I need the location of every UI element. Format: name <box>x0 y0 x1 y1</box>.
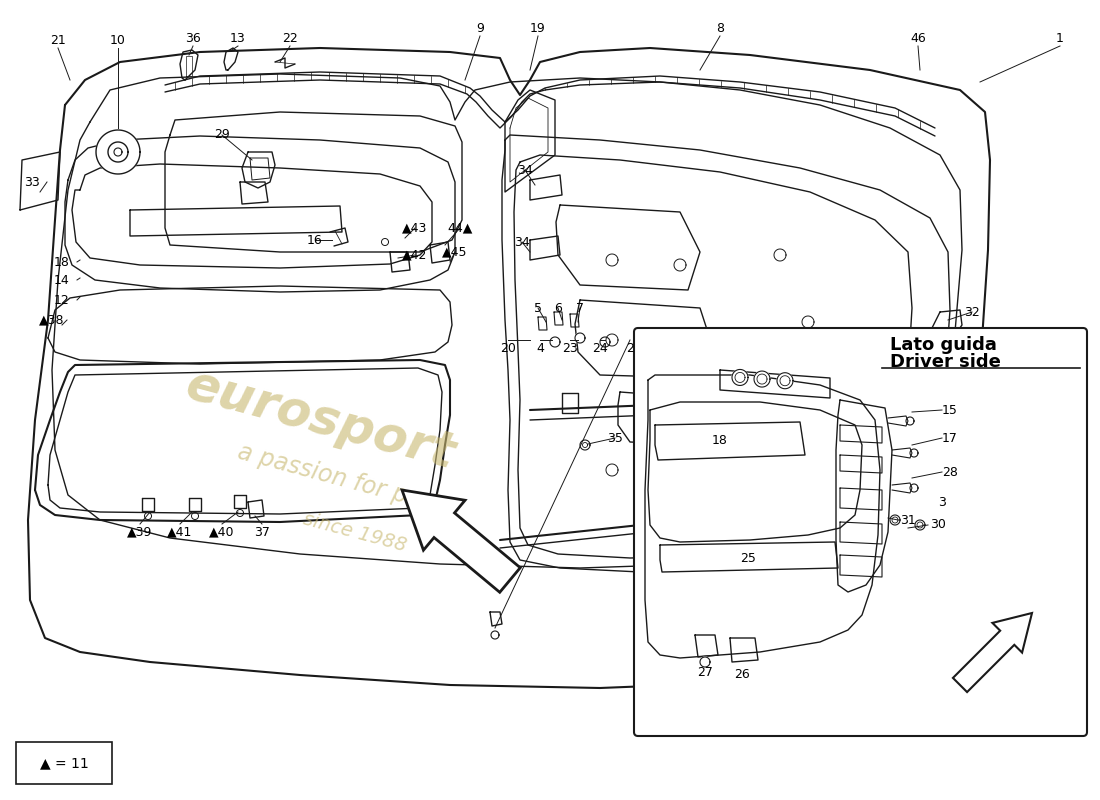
Text: 18: 18 <box>712 434 728 446</box>
Polygon shape <box>674 259 686 271</box>
Polygon shape <box>857 453 867 463</box>
Text: 7: 7 <box>576 302 584 314</box>
Text: 26: 26 <box>734 669 750 682</box>
Text: 28: 28 <box>942 466 958 478</box>
Text: Driver side: Driver side <box>890 353 1001 371</box>
Polygon shape <box>732 370 748 386</box>
FancyBboxPatch shape <box>16 742 112 784</box>
Text: 9: 9 <box>476 22 484 34</box>
Text: 37: 37 <box>254 526 270 538</box>
Polygon shape <box>822 502 834 514</box>
Text: 13: 13 <box>230 31 246 45</box>
Polygon shape <box>774 249 786 261</box>
Text: 15: 15 <box>942 403 958 417</box>
Text: 16: 16 <box>307 234 323 246</box>
Text: 33: 33 <box>24 175 40 189</box>
Text: 5: 5 <box>534 302 542 314</box>
Text: 21: 21 <box>51 34 66 46</box>
Polygon shape <box>550 337 560 347</box>
Text: 2: 2 <box>626 342 634 354</box>
Text: eurosport: eurosport <box>180 361 460 479</box>
Text: ▲38: ▲38 <box>40 314 65 326</box>
Text: 14: 14 <box>54 274 70 286</box>
Text: 23: 23 <box>562 342 578 354</box>
Text: ▲40: ▲40 <box>209 526 234 538</box>
Text: 6: 6 <box>554 302 562 314</box>
Text: 17: 17 <box>942 431 958 445</box>
Text: 30: 30 <box>931 518 946 531</box>
Text: ▲ = 11: ▲ = 11 <box>40 756 88 770</box>
Polygon shape <box>606 334 618 346</box>
FancyBboxPatch shape <box>634 328 1087 736</box>
Text: 12: 12 <box>54 294 70 306</box>
Text: Lato guida: Lato guida <box>890 336 997 354</box>
Text: 34: 34 <box>514 235 530 249</box>
Text: ▲45: ▲45 <box>442 246 468 258</box>
Text: 29: 29 <box>214 129 230 142</box>
Text: ▲39: ▲39 <box>128 526 153 538</box>
Text: 32: 32 <box>964 306 980 318</box>
Text: 25: 25 <box>740 551 756 565</box>
Text: 35: 35 <box>607 431 623 445</box>
Text: 4: 4 <box>536 342 543 354</box>
Text: 20: 20 <box>500 342 516 354</box>
Polygon shape <box>915 520 925 530</box>
Text: 19: 19 <box>530 22 546 34</box>
Polygon shape <box>700 657 710 667</box>
Text: 10: 10 <box>110 34 125 46</box>
Polygon shape <box>777 373 793 389</box>
Text: ▲43: ▲43 <box>403 222 428 234</box>
Text: 44▲: 44▲ <box>448 222 473 234</box>
Polygon shape <box>575 333 585 343</box>
Polygon shape <box>890 515 900 525</box>
Text: 3: 3 <box>938 495 946 509</box>
Text: 36: 36 <box>185 31 201 45</box>
FancyArrow shape <box>953 613 1032 692</box>
Polygon shape <box>606 464 618 476</box>
Text: 27: 27 <box>697 666 713 678</box>
Polygon shape <box>754 371 770 387</box>
Text: 24: 24 <box>592 342 608 354</box>
Text: 34: 34 <box>517 163 532 177</box>
Polygon shape <box>600 337 610 347</box>
Text: 18: 18 <box>54 255 70 269</box>
Text: 22: 22 <box>282 31 298 45</box>
Text: ▲41: ▲41 <box>167 526 192 538</box>
Polygon shape <box>634 399 646 411</box>
Text: ▲42: ▲42 <box>403 249 428 262</box>
Polygon shape <box>96 130 140 174</box>
Text: 31: 31 <box>900 514 916 526</box>
Polygon shape <box>674 334 686 346</box>
Polygon shape <box>669 464 681 476</box>
Text: 8: 8 <box>716 22 724 34</box>
Text: a passion for parts: a passion for parts <box>235 440 454 520</box>
Text: since 1988: since 1988 <box>301 509 409 555</box>
Polygon shape <box>580 440 590 450</box>
Polygon shape <box>606 254 618 266</box>
FancyArrow shape <box>402 490 520 592</box>
Text: 46: 46 <box>910 31 926 45</box>
Polygon shape <box>802 316 814 328</box>
Text: 1: 1 <box>1056 31 1064 45</box>
